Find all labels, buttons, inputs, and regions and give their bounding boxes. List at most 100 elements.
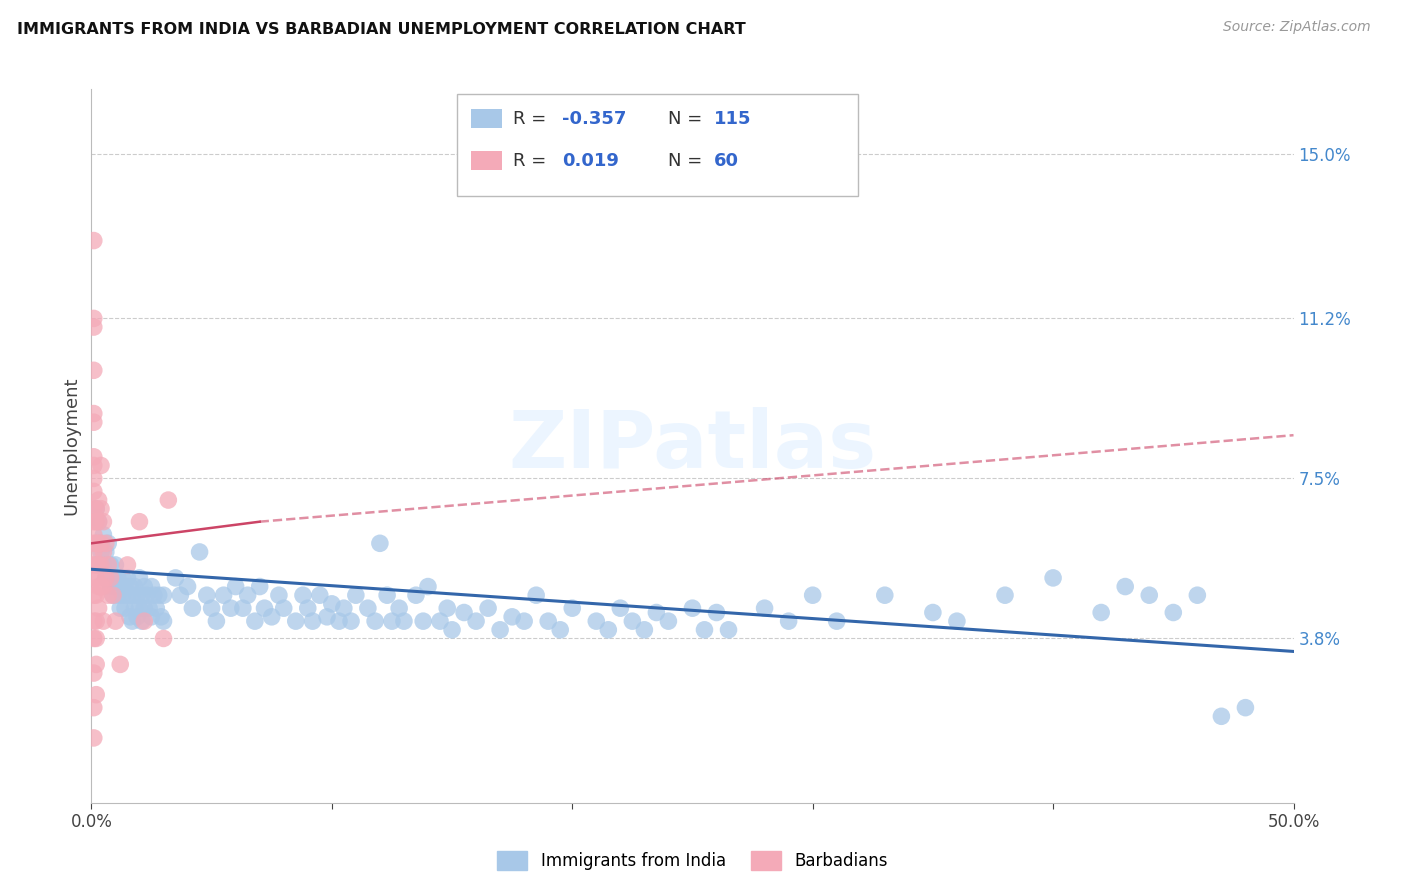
Point bbox=[104, 580, 127, 594]
Point bbox=[101, 571, 124, 585]
Point bbox=[111, 571, 134, 585]
Point bbox=[124, 580, 146, 594]
Point bbox=[84, 688, 107, 702]
Point bbox=[453, 606, 475, 620]
Point bbox=[87, 515, 110, 529]
Point bbox=[100, 580, 122, 594]
Y-axis label: Unemployment: Unemployment bbox=[62, 376, 80, 516]
Point bbox=[141, 610, 163, 624]
Point bbox=[321, 597, 343, 611]
Point bbox=[83, 614, 105, 628]
Point bbox=[392, 614, 415, 628]
Point bbox=[117, 588, 139, 602]
Point bbox=[117, 571, 139, 585]
Point bbox=[83, 731, 105, 745]
Legend: Immigrants from India, Barbadians: Immigrants from India, Barbadians bbox=[491, 844, 894, 877]
Point bbox=[83, 501, 105, 516]
Point bbox=[717, 623, 740, 637]
Text: 0.019: 0.019 bbox=[562, 152, 619, 169]
Point bbox=[90, 458, 112, 473]
Point bbox=[110, 601, 132, 615]
Point bbox=[117, 558, 139, 572]
Point bbox=[104, 614, 127, 628]
Point bbox=[205, 614, 228, 628]
Point bbox=[148, 588, 170, 602]
Point bbox=[201, 601, 224, 615]
Point bbox=[364, 614, 387, 628]
Point bbox=[232, 601, 254, 615]
Point bbox=[405, 588, 427, 602]
Point bbox=[308, 588, 330, 602]
Point bbox=[87, 580, 110, 594]
Point bbox=[83, 471, 105, 485]
Point bbox=[922, 606, 945, 620]
Point bbox=[316, 610, 339, 624]
Point bbox=[188, 545, 211, 559]
Point bbox=[83, 558, 105, 572]
Point bbox=[93, 527, 115, 541]
Point bbox=[236, 588, 259, 602]
Point bbox=[291, 588, 314, 602]
Point bbox=[87, 601, 110, 615]
Point bbox=[381, 614, 404, 628]
Point bbox=[118, 580, 141, 594]
Point bbox=[131, 588, 153, 602]
Point bbox=[125, 588, 148, 602]
Point bbox=[90, 536, 112, 550]
Point bbox=[83, 515, 105, 529]
Point bbox=[645, 606, 668, 620]
Point bbox=[212, 588, 235, 602]
Point bbox=[693, 623, 716, 637]
Point bbox=[93, 515, 115, 529]
Point bbox=[142, 588, 165, 602]
Point bbox=[104, 558, 127, 572]
Point bbox=[489, 623, 512, 637]
Point bbox=[110, 580, 132, 594]
Point bbox=[513, 614, 536, 628]
Point bbox=[87, 515, 110, 529]
Point bbox=[84, 632, 107, 646]
Point bbox=[100, 571, 122, 585]
Point bbox=[97, 588, 120, 602]
Point bbox=[260, 610, 283, 624]
Point bbox=[87, 536, 110, 550]
Point bbox=[429, 614, 451, 628]
Point bbox=[83, 588, 105, 602]
Text: 115: 115 bbox=[714, 110, 752, 128]
Text: -0.357: -0.357 bbox=[562, 110, 627, 128]
Point bbox=[219, 601, 242, 615]
Point bbox=[681, 601, 703, 615]
Point bbox=[375, 588, 398, 602]
Point bbox=[100, 558, 122, 572]
Point bbox=[83, 415, 105, 429]
Point bbox=[121, 588, 143, 602]
Point bbox=[90, 545, 112, 559]
Point bbox=[825, 614, 848, 628]
Point bbox=[134, 580, 156, 594]
Point bbox=[114, 601, 136, 615]
Point bbox=[83, 363, 105, 377]
Point bbox=[465, 614, 488, 628]
Point bbox=[134, 614, 156, 628]
Point bbox=[169, 588, 191, 602]
Point bbox=[83, 311, 105, 326]
Point bbox=[124, 601, 146, 615]
Point bbox=[107, 571, 129, 585]
Point bbox=[344, 588, 367, 602]
Point bbox=[301, 614, 323, 628]
Point bbox=[84, 588, 107, 602]
Point bbox=[1187, 588, 1209, 602]
Point bbox=[754, 601, 776, 615]
Point bbox=[195, 588, 218, 602]
Point bbox=[93, 580, 115, 594]
Point bbox=[83, 571, 105, 585]
Point bbox=[801, 588, 824, 602]
Point bbox=[90, 536, 112, 550]
Point bbox=[84, 515, 107, 529]
Point bbox=[83, 536, 105, 550]
Point bbox=[83, 320, 105, 334]
Point bbox=[243, 614, 266, 628]
Text: 60: 60 bbox=[714, 152, 740, 169]
Point bbox=[87, 558, 110, 572]
Point bbox=[131, 614, 153, 628]
